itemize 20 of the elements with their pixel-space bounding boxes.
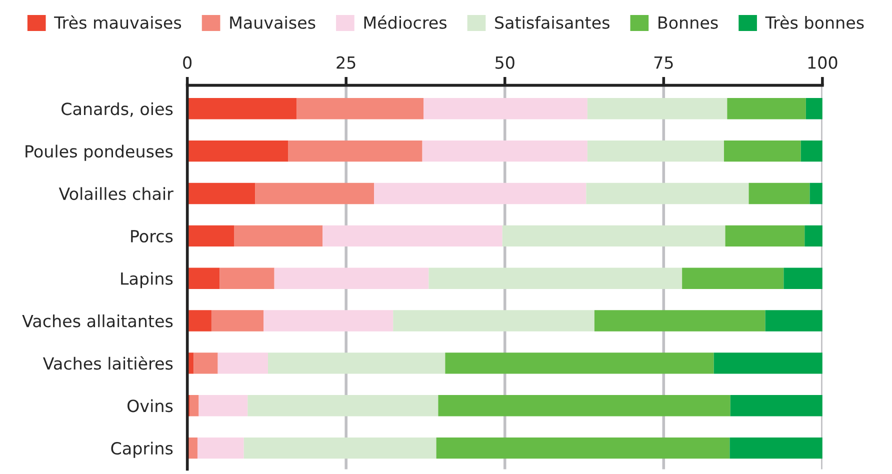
y-tick-label: Vaches laitières bbox=[42, 356, 173, 370]
y-tick-label: Porcs bbox=[131, 230, 173, 242]
x-tick-label: 50 bbox=[496, 56, 514, 69]
legend-label: Médiocres bbox=[364, 15, 446, 29]
legend-label: Très bonnes bbox=[765, 15, 864, 29]
y-tick-label: Canards, oies bbox=[62, 102, 173, 117]
legend-label: Très mauvaises bbox=[54, 15, 182, 29]
legend-label: Satisfaisantes bbox=[495, 16, 610, 29]
x-tick-label: 25 bbox=[336, 56, 356, 69]
y-tick-label: Volailles chair bbox=[58, 187, 174, 200]
y-tick-label: Lapins bbox=[121, 272, 173, 288]
x-tick-label: 75 bbox=[654, 56, 673, 69]
x-tick-label: 100 bbox=[808, 56, 838, 69]
x-tick-label: 0 bbox=[183, 56, 192, 69]
y-tick-label: Caprins bbox=[111, 442, 173, 458]
legend-label: Bonnes bbox=[658, 16, 718, 29]
y-tick-label: Vaches allaitantes bbox=[22, 314, 173, 328]
legend-label: Mauvaises bbox=[230, 16, 316, 29]
y-tick-label: Ovins bbox=[128, 399, 173, 412]
y-tick-label: Poules pondeuses bbox=[26, 144, 173, 161]
